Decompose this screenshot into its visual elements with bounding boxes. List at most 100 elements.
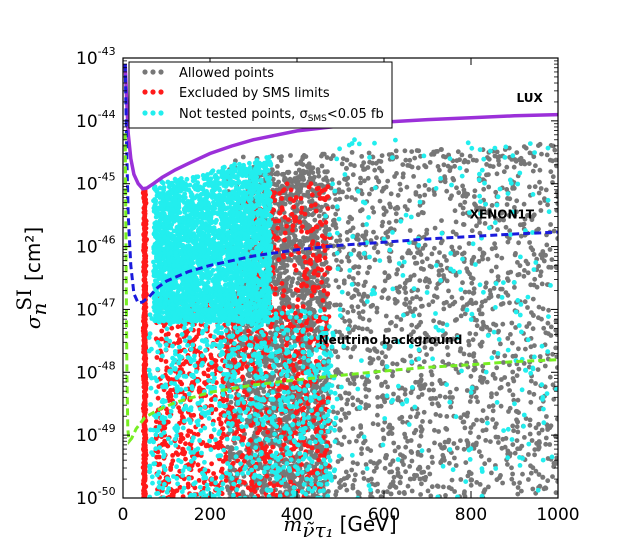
allowed-point	[346, 473, 351, 479]
allowed-point	[439, 147, 444, 152]
allowed-point	[382, 278, 388, 284]
allowed-point	[360, 316, 366, 322]
allowed-point	[463, 460, 469, 465]
allowed-point	[452, 455, 457, 461]
allowed-point	[339, 407, 345, 412]
allowed-point	[441, 273, 446, 278]
allowed-point	[370, 205, 375, 211]
allowed-point	[371, 245, 377, 251]
allowed-point	[521, 201, 527, 207]
allowed-point	[350, 460, 356, 465]
allowed-point	[429, 372, 435, 378]
allowed-point	[482, 461, 488, 467]
allowed-point	[344, 194, 350, 200]
allowed-point	[486, 404, 492, 409]
allowed-point	[347, 319, 353, 324]
allowed-point	[337, 238, 343, 243]
allowed-point	[530, 296, 536, 302]
allowed-point	[409, 450, 415, 455]
allowed-point	[443, 493, 448, 498]
allowed-point	[358, 180, 363, 186]
allowed-point	[348, 162, 354, 167]
allowed-point	[511, 481, 517, 486]
allowed-point	[444, 427, 450, 432]
allowed-point	[409, 322, 415, 328]
allowed-point	[336, 189, 342, 195]
allowed-point	[511, 428, 516, 434]
allowed-point	[531, 252, 537, 257]
allowed-point	[347, 381, 353, 386]
allowed-point	[522, 435, 527, 440]
allowed-point	[440, 359, 446, 365]
allowed-point	[359, 446, 364, 452]
allowed-point	[512, 450, 518, 456]
allowed-point	[461, 159, 467, 165]
allowed-point	[385, 296, 391, 301]
allowed-point	[363, 462, 369, 467]
allowed-point	[343, 390, 348, 396]
allowed-point	[532, 276, 538, 282]
allowed-point	[277, 265, 283, 271]
allowed-point	[515, 446, 520, 452]
allowed-point	[316, 213, 322, 219]
allowed-point	[527, 240, 532, 245]
allowed-point	[504, 202, 510, 207]
allowed-point	[414, 473, 419, 478]
excluded-point	[142, 200, 148, 206]
allowed-point	[351, 265, 356, 270]
allowed-point	[350, 308, 356, 314]
allowed-point	[417, 443, 422, 449]
allowed-point	[498, 473, 503, 478]
allowed-point	[462, 311, 468, 317]
allowed-point	[477, 482, 483, 487]
allowed-point	[375, 395, 380, 400]
allowed-point	[447, 389, 453, 395]
allowed-point	[332, 349, 338, 355]
allowed-point	[424, 332, 429, 338]
allowed-point	[360, 326, 365, 332]
allowed-point	[484, 379, 490, 385]
allowed-point	[503, 290, 509, 295]
allowed-point	[498, 302, 504, 307]
allowed-point	[367, 360, 373, 366]
allowed-point	[458, 313, 464, 319]
allowed-point	[501, 360, 506, 365]
allowed-point	[547, 442, 553, 447]
allowed-point	[372, 346, 377, 352]
allowed-point	[527, 417, 533, 423]
excluded-point	[143, 280, 148, 286]
allowed-point	[553, 490, 558, 496]
allowed-point	[343, 415, 349, 420]
allowed-point	[553, 318, 558, 324]
allowed-point	[407, 198, 412, 204]
allowed-point	[512, 285, 517, 290]
allowed-point	[516, 240, 521, 246]
excluded-point	[286, 217, 291, 223]
allowed-point	[414, 148, 420, 153]
allowed-point	[543, 435, 549, 441]
allowed-point	[379, 295, 385, 300]
excluded-point	[272, 291, 278, 297]
allowed-point	[442, 394, 448, 400]
allowed-point	[356, 251, 362, 256]
allowed-point	[486, 457, 492, 463]
allowed-point	[414, 294, 419, 300]
excluded-point	[319, 267, 324, 273]
allowed-point	[442, 444, 447, 450]
allowed-point	[374, 305, 380, 311]
allowed-point	[304, 169, 309, 175]
allowed-point	[470, 337, 476, 343]
excluded-point	[141, 460, 147, 466]
allowed-point	[515, 419, 520, 425]
allowed-point	[392, 448, 398, 454]
allowed-point	[553, 345, 558, 351]
allowed-point	[461, 419, 467, 425]
allowed-point	[407, 305, 412, 310]
allowed-point	[438, 262, 444, 268]
allowed-point	[284, 418, 289, 423]
excluded-point	[270, 444, 276, 450]
allowed-point	[417, 193, 423, 199]
excluded-point	[304, 229, 310, 235]
allowed-point	[519, 443, 525, 449]
allowed-point	[349, 195, 355, 200]
